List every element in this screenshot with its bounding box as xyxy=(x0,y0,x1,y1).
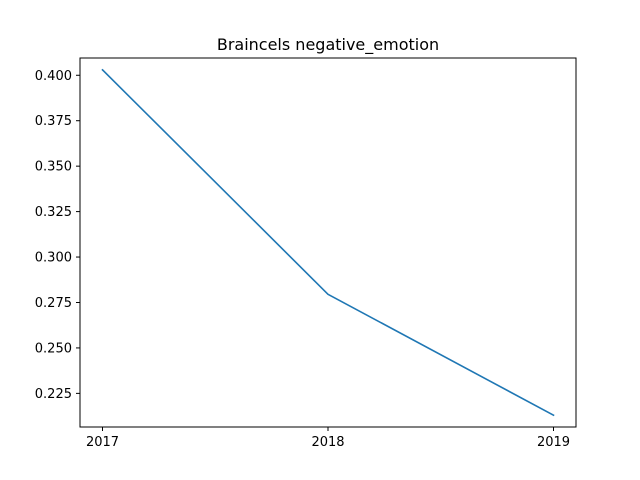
y-axis: 0.225 0.250 0.275 0.300 0.325 0.350 0.375 0.400 xyxy=(35,69,80,402)
x-tick-label: 2019 xyxy=(537,435,570,450)
y-tick-label: 0.250 xyxy=(35,341,72,356)
y-tick-label: 0.400 xyxy=(35,69,72,84)
y-tick-label: 0.225 xyxy=(35,387,72,402)
y-tick-label: 0.325 xyxy=(35,205,72,220)
chart-title: Braincels negative_emotion xyxy=(217,35,439,55)
y-tick-label: 0.350 xyxy=(35,160,72,175)
y-tick-label: 0.275 xyxy=(35,296,72,311)
series-layer xyxy=(101,68,555,417)
y-tick-label: 0.300 xyxy=(35,251,72,266)
y-tick-label: 0.375 xyxy=(35,114,72,129)
x-axis: 2017 2018 2019 xyxy=(86,427,570,450)
x-tick-label: 2018 xyxy=(311,435,344,450)
x-tick-label: 2017 xyxy=(86,435,119,450)
plot-frame xyxy=(79,57,577,428)
